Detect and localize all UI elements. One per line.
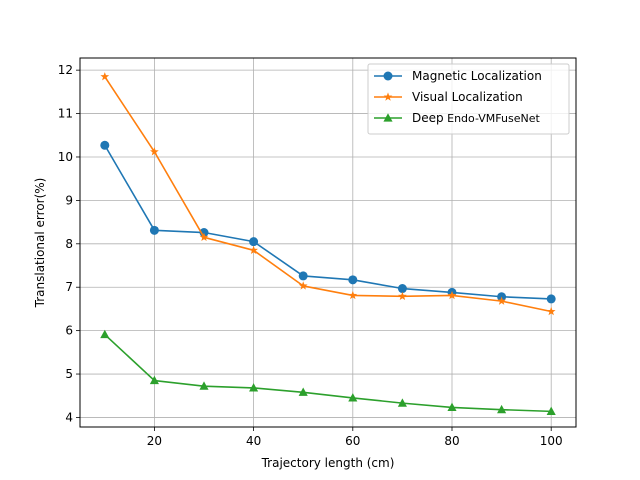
legend-item: Visual Localization xyxy=(374,90,523,104)
data-point xyxy=(249,237,259,247)
legend: Magnetic Localization Visual Localization… xyxy=(367,63,570,135)
series-line xyxy=(104,144,552,300)
data-point xyxy=(546,294,556,304)
y-axis-label: Translational error(%) xyxy=(33,178,47,309)
series-group xyxy=(100,72,556,316)
data-point xyxy=(546,306,556,316)
data-point xyxy=(383,71,393,81)
legend-box xyxy=(367,63,570,135)
data-point xyxy=(298,387,308,396)
legend-label: Magnetic Localization xyxy=(412,69,542,83)
grid-lines xyxy=(80,58,576,427)
data-point xyxy=(348,290,358,300)
data-point xyxy=(348,393,358,402)
data-point xyxy=(249,383,259,392)
data-point xyxy=(100,72,110,81)
data-point xyxy=(398,291,407,301)
legend-item: Deep Endo-VMFuseNet xyxy=(374,111,540,125)
data-point xyxy=(546,406,556,415)
data-point xyxy=(100,329,110,339)
data-point xyxy=(397,398,407,407)
axis-ticks: 20 40 60 80 100 4 5 6 7 8 9 10 11 12 xyxy=(58,63,563,448)
x-axis-label: Trajectory length (cm) xyxy=(261,456,395,470)
data-point xyxy=(298,281,308,290)
y-tick-label: 12 xyxy=(58,63,73,77)
data-point xyxy=(249,245,258,255)
data-point xyxy=(149,375,159,385)
data-point xyxy=(383,92,393,101)
series-group xyxy=(100,140,556,304)
data-point xyxy=(348,275,358,285)
x-tick-label: 100 xyxy=(540,434,563,448)
x-tick-label: 20 xyxy=(147,434,162,448)
data-point xyxy=(199,232,209,242)
data-point xyxy=(199,381,209,390)
series-line xyxy=(104,76,552,313)
y-tick-label: 6 xyxy=(65,324,73,338)
data-point xyxy=(100,140,110,150)
y-tick-label: 5 xyxy=(65,367,73,381)
data-point xyxy=(150,147,159,156)
data-point xyxy=(397,284,407,294)
legend-item: Magnetic Localization xyxy=(374,69,542,83)
series-layer xyxy=(100,72,556,415)
data-point xyxy=(149,225,159,235)
data-point xyxy=(497,404,507,414)
series-group xyxy=(100,329,556,415)
y-tick-label: 7 xyxy=(65,280,73,294)
x-tick-label: 60 xyxy=(345,434,360,448)
y-tick-label: 4 xyxy=(65,410,73,424)
x-tick-label: 80 xyxy=(444,434,459,448)
plot-frame xyxy=(79,57,577,428)
data-point xyxy=(447,402,457,412)
legend-label: Deep Endo-VMFuseNet xyxy=(412,111,540,125)
data-point xyxy=(447,290,457,300)
legend-label: Visual Localization xyxy=(412,90,523,104)
series-line xyxy=(104,333,552,413)
y-tick-label: 9 xyxy=(65,193,73,207)
y-tick-label: 11 xyxy=(58,107,73,121)
data-point xyxy=(298,271,308,281)
data-point xyxy=(383,113,393,122)
legend-label-suffix: Endo-VMFuseNet xyxy=(444,112,541,125)
y-tick-label: 8 xyxy=(65,237,73,251)
data-point xyxy=(497,296,506,305)
y-tick-label: 10 xyxy=(58,150,73,164)
x-tick-label: 40 xyxy=(246,434,261,448)
